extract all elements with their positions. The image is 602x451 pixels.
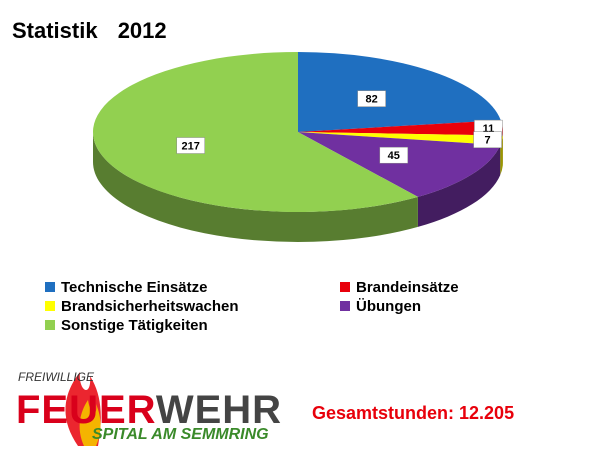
label-box [176, 137, 205, 154]
legend-label: Brandeinsätze [356, 279, 459, 296]
logo-text: FREIWILLIGE [18, 370, 95, 384]
legend-swatch [340, 282, 350, 292]
legend-swatch [45, 320, 55, 330]
pie-slice [298, 120, 503, 136]
label-box [357, 90, 386, 107]
annotation: Gesamtstunden: 12.205 [312, 403, 514, 423]
label-box [379, 146, 409, 164]
chart-title: Statistik 2012 [12, 18, 167, 43]
logo-word: WEHR [156, 388, 282, 432]
logo-text: FEUERWEHR [16, 388, 282, 432]
logo-text: SPITAL AM SEMMRING [92, 426, 269, 443]
pie-slice [298, 132, 501, 197]
value-label: 82 [366, 94, 378, 106]
legend-label: Brandsicherheitswachen [61, 298, 239, 315]
logo: FREIWILLIGE FEUERWEHR SPITAL AM SEMMRING [16, 370, 282, 446]
value-label: 45 [388, 150, 400, 162]
legend-swatch [45, 282, 55, 292]
pie-slice [92, 52, 418, 212]
flame [79, 400, 101, 446]
pie-slice [298, 52, 501, 132]
value-label: 11 [483, 123, 495, 135]
pie: 82 117 45 217 [92, 52, 503, 242]
value-label: 217 [182, 140, 200, 152]
legend-swatch [45, 301, 55, 311]
logo-word: FEUER [16, 388, 156, 432]
value-label: 7 [485, 135, 491, 147]
legend-swatch [340, 301, 350, 311]
legend: Technische Einsätze Brandeinsätze Brandsic… [45, 279, 459, 334]
legend-label: Technische Einsätze [61, 279, 207, 296]
pie-side [417, 145, 501, 227]
pie-side [93, 132, 418, 242]
legend-label: Übungen [356, 298, 421, 315]
pie-slice [298, 132, 503, 146]
legend-label: Sonstige Tätigkeiten [61, 317, 208, 334]
label-box [473, 131, 502, 148]
